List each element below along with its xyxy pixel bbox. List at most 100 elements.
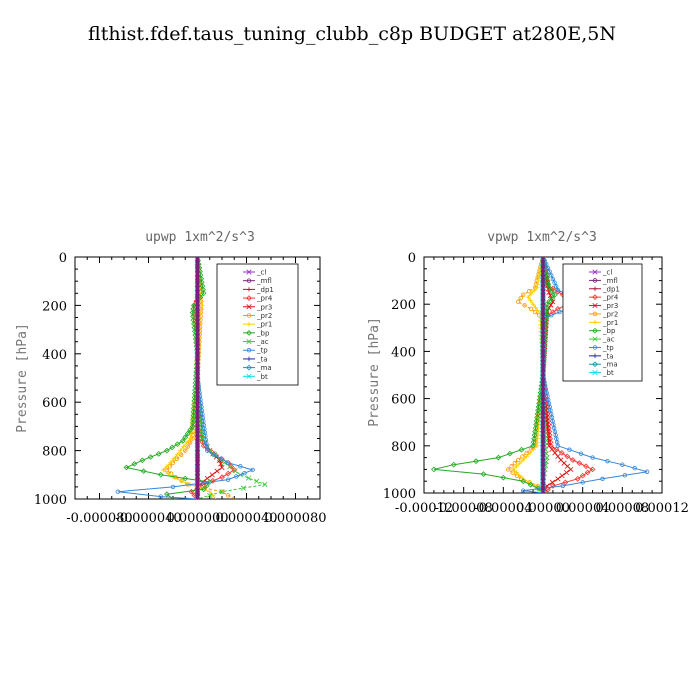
legend-label: _dp1 [602, 285, 620, 293]
legend-marker [246, 373, 252, 379]
zero-profile-marker [195, 482, 200, 487]
zero-profile-marker [195, 400, 200, 405]
legend-marker [592, 370, 598, 376]
series-bp-marker [527, 481, 534, 488]
y-tick-label: 400 [391, 345, 416, 360]
zero-profile-marker [541, 316, 545, 321]
series-bp-marker [157, 471, 164, 478]
zero-profile-marker [541, 467, 545, 472]
series-bp-marker [164, 447, 170, 454]
zero-profile-marker [541, 457, 545, 462]
series-pr2-marker [225, 493, 231, 498]
series-bp-marker [473, 458, 479, 465]
zero-profile-marker [541, 373, 545, 377]
zero-profile-marker [541, 264, 545, 269]
zero-profile-marker [195, 453, 200, 458]
series-pr1-marker [517, 460, 523, 466]
zero-profile-marker [541, 410, 545, 415]
series-pr1-marker [524, 454, 529, 459]
zero-profile-marker [195, 284, 200, 289]
legend-label: _tp [256, 347, 268, 355]
legend-box [562, 263, 643, 382]
series-ac-marker [207, 492, 213, 498]
series-pr3-marker [544, 483, 550, 489]
series-bp-marker [174, 441, 181, 448]
zero-profile-marker [541, 311, 545, 316]
series-pr4-marker [584, 469, 591, 476]
series-bp-marker [546, 298, 553, 304]
x-tick-label: 0.00008 [595, 501, 649, 516]
legend-marker [246, 364, 252, 371]
series-pr2-marker [532, 309, 538, 315]
series-pr1-marker [181, 444, 186, 449]
legend-label: _dp1 [256, 286, 274, 294]
zero-profile-marker [195, 356, 200, 361]
zero-profile-marker [195, 298, 200, 303]
x-tick-label: -0.00012 [395, 501, 453, 516]
legend-label: _ac [602, 336, 615, 344]
legend-marker [246, 329, 252, 336]
zero-profile-marker [541, 406, 545, 411]
zero-profile-marker [195, 317, 200, 322]
legend-label: _pr4 [256, 295, 273, 303]
zero-profile-marker [195, 438, 200, 443]
series-pr3-marker [564, 463, 571, 469]
series-bp-marker [123, 464, 130, 471]
zero-profile-marker [195, 313, 200, 318]
zero-profile-marker [541, 368, 545, 373]
legend-label: _ac [256, 338, 269, 346]
legend-label: _ta [602, 352, 614, 360]
series-pr2-marker [512, 460, 518, 466]
series-pr1-marker [514, 470, 519, 475]
series-pr3-marker [559, 473, 565, 479]
y-axis-label: Pressure [hPa] [367, 317, 382, 427]
zero-profile-marker [195, 332, 200, 337]
series-pr3-marker [563, 469, 570, 476]
zero-profile-marker [195, 477, 200, 482]
series-pr1-marker [525, 294, 531, 300]
series-pr4-marker [589, 466, 596, 473]
legend-marker [246, 269, 252, 275]
zero-profile-marker [541, 349, 545, 354]
series-bp-marker [495, 454, 502, 461]
series-group [115, 257, 268, 499]
series-pr4-marker [545, 486, 551, 493]
legend-label: _bp [256, 329, 270, 337]
zero-profile-marker [541, 269, 545, 274]
zero-profile-marker [541, 448, 545, 453]
figure-title: flthist.fdef.taus_tuning_clubb_c8p BUDGE… [88, 23, 616, 45]
series-tp-marker [158, 494, 163, 499]
series-bp-marker [190, 412, 197, 419]
y-axis-label: Pressure [hPa] [15, 323, 30, 433]
series-bp-marker [530, 442, 536, 449]
series-tp-marker [605, 458, 610, 464]
series-pr3-marker [219, 464, 225, 471]
zero-profile-marker [195, 376, 200, 380]
series-pr2-marker [518, 296, 523, 301]
zero-profile-marker [195, 472, 200, 477]
legend-box [216, 263, 299, 386]
series-tp-marker [620, 462, 625, 467]
series-pr3-marker [552, 450, 558, 456]
zero-profile-marker [541, 491, 545, 493]
legend-label: _pr3 [602, 302, 618, 310]
legend-label: _pr4 [602, 294, 619, 302]
series-pr1-marker [165, 471, 171, 476]
series-tp-marker [622, 473, 628, 478]
x-tick-label: -0.00004 [474, 501, 532, 516]
zero-profile-marker [541, 415, 545, 420]
series-pr1-marker [527, 450, 533, 456]
series-pr2-marker [526, 289, 532, 294]
series-bp-marker [549, 295, 556, 301]
series-bp-marker [549, 288, 555, 295]
zero-profile-marker [195, 308, 200, 313]
series-pr4-marker [579, 472, 586, 479]
legend-marker [592, 327, 598, 334]
series-pr2-marker [522, 303, 527, 308]
series-pr4-marker [574, 475, 581, 482]
zero-profile-marker [195, 351, 200, 356]
series-pr3-marker [213, 454, 219, 460]
zero-profile-marker [541, 391, 545, 396]
zero-profile-marker [541, 288, 545, 293]
series-tp-marker [554, 284, 559, 289]
